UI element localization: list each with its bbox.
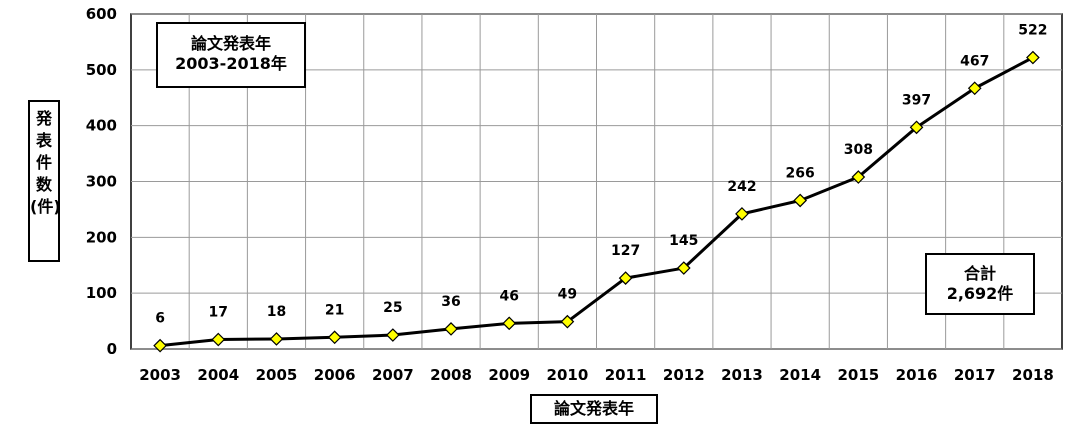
data-point-2013	[735, 207, 749, 221]
data-label-2005: 18	[267, 304, 286, 320]
x-tick-label-2006: 2006	[314, 366, 356, 384]
data-label-2009: 46	[499, 288, 518, 304]
chart-title-box: 論文発表年 2003-2018年	[156, 22, 306, 88]
total-label: 合計	[963, 264, 996, 283]
data-point-2005	[269, 332, 284, 346]
x-tick-label-2017: 2017	[954, 366, 996, 384]
data-label-2018: 522	[1018, 23, 1047, 39]
data-point-2016	[909, 120, 924, 135]
gridlines	[130, 13, 1063, 350]
x-tick-label-2014: 2014	[779, 366, 821, 384]
data-label-2014: 266	[786, 165, 815, 181]
chart-title-line-2: 2003-2018年	[175, 54, 287, 73]
data-label-2007: 25	[383, 300, 402, 316]
x-tick-label-2012: 2012	[663, 366, 705, 384]
x-tick-label-2013: 2013	[721, 366, 763, 384]
data-point-2007	[385, 328, 400, 342]
x-tick-label-2011: 2011	[605, 366, 647, 384]
data-point-2011	[618, 271, 633, 285]
y-tick-label-100: 100	[86, 284, 117, 302]
data-point-2008	[444, 322, 458, 336]
y-axis-label-char-1: 発	[35, 109, 52, 128]
x-tick-label-2008: 2008	[430, 366, 472, 384]
x-tick-label-2004: 2004	[197, 366, 239, 384]
y-tick-label-400: 400	[86, 117, 117, 135]
y-axis-label-char-2: 表	[35, 131, 52, 150]
data-label-2017: 467	[960, 53, 989, 69]
x-tick-label-2003: 2003	[139, 366, 181, 384]
data-point-2014	[793, 193, 808, 208]
data-labels: 6 17 18 21 25 36 46 49 127 145 242 266 308 397 467 522	[155, 23, 1047, 327]
y-tick-label-500: 500	[86, 61, 117, 79]
data-label-2013: 242	[727, 179, 756, 195]
data-points	[153, 50, 1040, 353]
data-label-2003: 6	[155, 311, 165, 327]
x-tick-label-2018: 2018	[1012, 366, 1054, 384]
data-label-2008: 36	[441, 294, 460, 310]
x-tick-label-2005: 2005	[256, 366, 298, 384]
data-label-2006: 21	[325, 302, 344, 318]
x-tick-label-2009: 2009	[488, 366, 530, 384]
y-tick-label-0: 0	[107, 340, 117, 358]
y-axis-label-char-4: 数	[35, 175, 52, 194]
data-label-2015: 308	[844, 142, 873, 158]
data-point-2010	[560, 314, 575, 329]
total-annotation-box: 合計 2,692件	[925, 253, 1035, 315]
y-tick-label-200: 200	[86, 228, 117, 246]
data-point-2018	[1026, 50, 1040, 65]
data-point-2004	[211, 332, 226, 347]
data-point-2012	[676, 261, 691, 275]
series-polyline	[159, 56, 1034, 348]
data-label-2011: 127	[611, 243, 640, 259]
y-tick-label-300: 300	[86, 173, 117, 191]
data-point-2015	[851, 170, 866, 184]
total-value: 2,692件	[946, 284, 1014, 303]
data-label-2012: 145	[669, 233, 698, 249]
data-point-2006	[327, 330, 342, 345]
y-axis-label-char-5: (件)	[30, 197, 61, 216]
x-tick-label-2007: 2007	[372, 366, 414, 384]
x-tick-label-2010: 2010	[547, 366, 589, 384]
data-label-2010: 49	[558, 287, 577, 303]
series-line	[159, 56, 1034, 348]
y-axis-label-char-3: 件	[35, 153, 52, 172]
chart-title-line-1: 論文発表年	[190, 34, 271, 53]
x-axis-ticks: 2003 2004 2005 2006 2007 2008 2009 2010 2011 2012…	[139, 366, 1054, 384]
x-tick-label-2015: 2015	[837, 366, 879, 384]
y-axis-ticks: 0 100 200 300 400 500 600	[86, 5, 117, 358]
y-tick-label-600: 600	[86, 5, 117, 23]
data-point-2017	[967, 81, 982, 96]
data-point-2009	[502, 316, 517, 331]
data-point-2003	[153, 338, 167, 353]
y-axis-label: 発 表 件 数 (件)	[28, 100, 61, 262]
data-label-2016: 397	[902, 92, 931, 108]
data-label-2004: 17	[209, 305, 228, 321]
x-tick-label-2016: 2016	[896, 366, 938, 384]
x-axis-label: 論文発表年	[530, 394, 658, 424]
